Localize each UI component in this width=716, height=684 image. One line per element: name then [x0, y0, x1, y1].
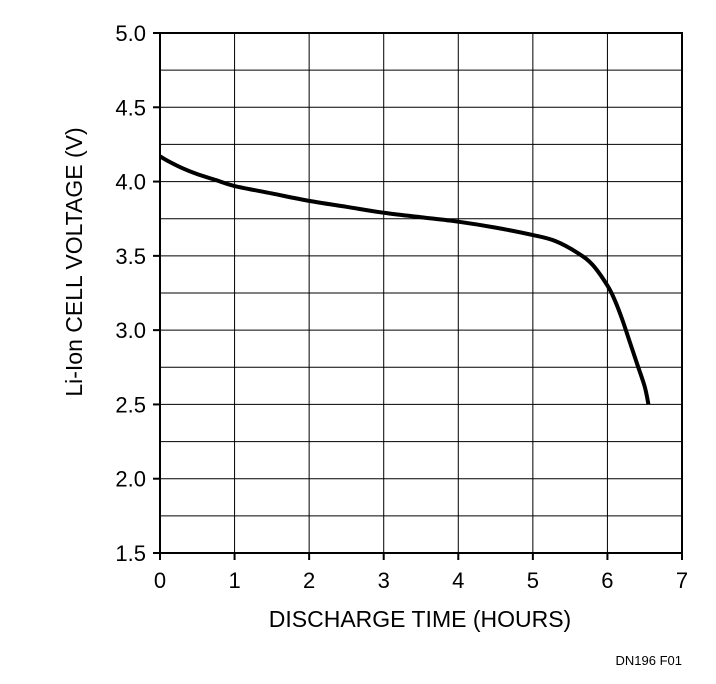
y-tick-label: 2.5: [115, 392, 146, 417]
y-tick-label: 4.5: [115, 95, 146, 120]
x-tick-label: 6: [601, 568, 613, 593]
x-tick-labels: 0 1 2 3 4 5 6 7: [154, 568, 688, 593]
y-tick-label: 5.0: [115, 21, 146, 46]
x-tick-label: 5: [527, 568, 539, 593]
plot-frame: [153, 32, 683, 560]
figure-id: DN196 F01: [616, 653, 682, 668]
y-tick-label: 3.0: [115, 318, 146, 343]
x-tick-label: 4: [452, 568, 464, 593]
y-tick-label: 3.5: [115, 244, 146, 269]
plot-border: [159, 32, 683, 554]
grid: [160, 33, 682, 553]
x-tick-label: 2: [303, 568, 315, 593]
series-layer: [158, 154, 651, 405]
x-tick-label: 0: [154, 568, 166, 593]
x-tick-label: 7: [676, 568, 688, 593]
y-tick-label: 4.0: [115, 170, 146, 195]
x-axis-title: DISCHARGE TIME (HOURS): [269, 606, 571, 632]
y-tick-label: 1.5: [115, 541, 146, 566]
y-axis-title: Li-Ion CELL VOLTAGE (V): [61, 127, 87, 396]
discharge-curve: [158, 154, 651, 405]
y-tick-labels: 1.5 2.0 2.5 3.0 3.5 4.0 4.5 5.0: [115, 21, 146, 566]
x-tick-label: 3: [378, 568, 390, 593]
y-tick-label: 2.0: [115, 467, 146, 492]
x-tick-label: 1: [228, 568, 240, 593]
